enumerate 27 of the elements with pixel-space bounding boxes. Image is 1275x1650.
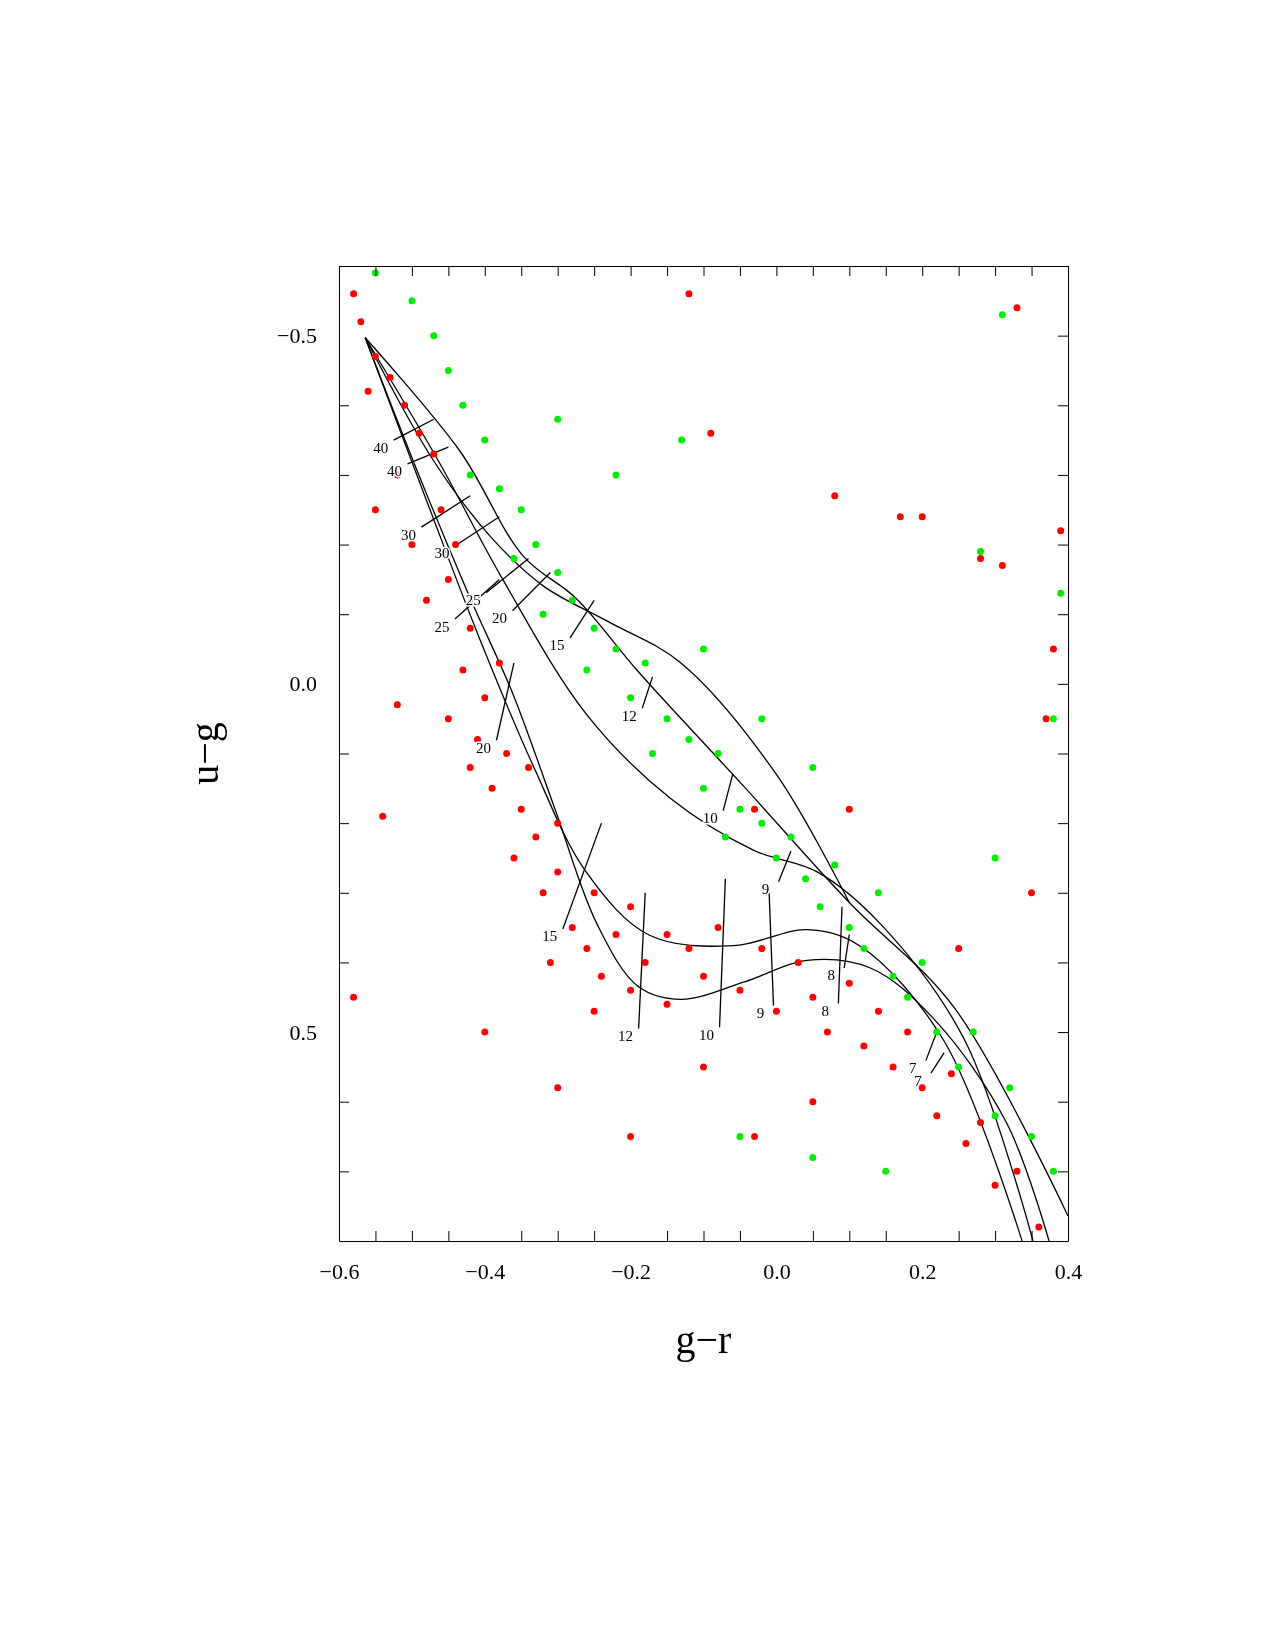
annotation: 10 <box>702 810 718 827</box>
x-tick-label: 0.4 <box>1054 1258 1083 1284</box>
y-tick-label: 0.5 <box>289 1019 317 1045</box>
annotation: 25 <box>434 618 450 635</box>
annotation: 12 <box>621 707 637 724</box>
annotation: 8 <box>821 1002 830 1019</box>
y-axis-title: u−g <box>182 722 227 785</box>
annotation: 15 <box>542 928 558 945</box>
annotation: 9 <box>761 881 770 898</box>
x-tick-label: −0.6 <box>319 1258 360 1284</box>
x-tick-label: −0.2 <box>611 1258 652 1284</box>
y-tick-label: 0.0 <box>289 671 317 697</box>
annotation: 40 <box>387 463 403 480</box>
x-tick-label: 0.2 <box>908 1258 937 1284</box>
annotation: 10 <box>699 1026 715 1043</box>
annotation: 12 <box>618 1028 634 1045</box>
annotation: 30 <box>400 526 416 543</box>
annotation: 40 <box>373 439 389 456</box>
annotation: 8 <box>827 967 835 984</box>
annotation: 9 <box>756 1005 765 1022</box>
annotation: 20 <box>492 610 507 627</box>
x-tick-label: −0.4 <box>465 1258 506 1284</box>
annotation: 20 <box>475 739 491 756</box>
x-axis-title: g−r <box>675 1317 732 1362</box>
annotation: 15 <box>549 637 565 654</box>
x-tick-label: 0.0 <box>763 1258 791 1284</box>
y-tick-label: −0.5 <box>277 323 317 349</box>
